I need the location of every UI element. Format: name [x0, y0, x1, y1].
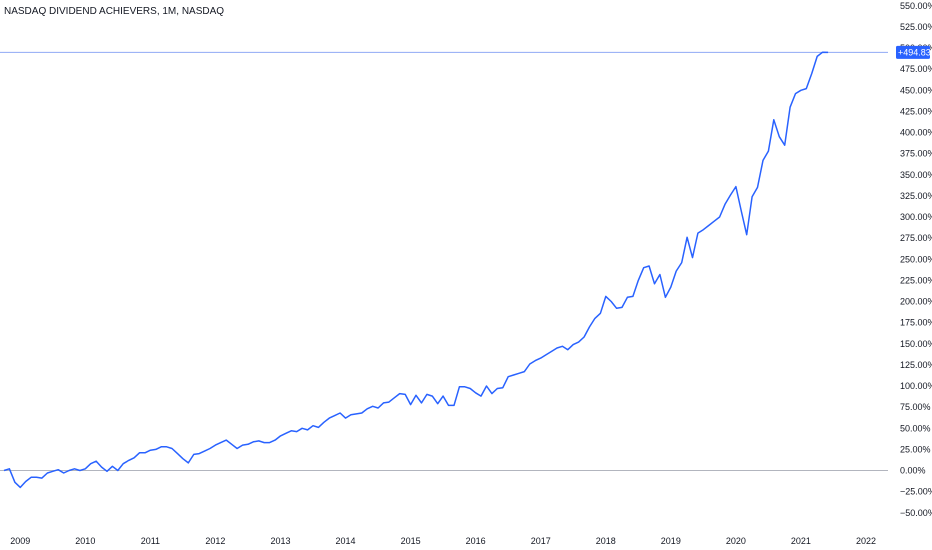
- series-line[interactable]: [3, 51, 829, 489]
- x-tick-label: 2012: [205, 536, 225, 546]
- x-tick-label: 2020: [726, 536, 746, 546]
- x-tick-label: 2021: [791, 536, 811, 546]
- last-value-badge-bg: [896, 45, 930, 59]
- y-tick-label: 450.00%: [900, 85, 932, 95]
- x-tick-label: 2009: [10, 536, 30, 546]
- x-tick-label: 2015: [401, 536, 421, 546]
- x-tick-label: 2011: [141, 536, 160, 546]
- y-tick-label: 400.00%: [900, 128, 932, 138]
- y-tick-label: 300.00%: [900, 212, 932, 222]
- y-tick-label: 425.00%: [900, 106, 932, 116]
- x-tick-label: 2010: [75, 536, 95, 546]
- y-tick-label: 350.00%: [900, 170, 932, 180]
- x-tick-label: 2017: [531, 536, 551, 546]
- y-tick-label: 150.00%: [900, 339, 932, 349]
- y-tick-label: 250.00%: [900, 254, 932, 264]
- x-tick-label: 2014: [336, 536, 356, 546]
- y-tick-label: 100.00%: [900, 381, 932, 391]
- y-tick-label: 550.00%: [900, 1, 932, 11]
- last-value-badge: +494.83%: [896, 45, 932, 59]
- x-tick-label: 2013: [270, 536, 290, 546]
- y-tick-label: 50.00%: [900, 423, 931, 433]
- y-tick-label: 325.00%: [900, 191, 932, 201]
- y-tick-label: 200.00%: [900, 297, 932, 307]
- chart-title: NASDAQ DIVIDEND ACHIEVERS, 1M, NASDAQ: [4, 6, 225, 17]
- y-tick-label: 275.00%: [900, 233, 932, 243]
- y-tick-label: 375.00%: [900, 149, 932, 159]
- y-axis: 550.00%525.00%500.00%475.00%450.00%425.0…: [900, 1, 932, 518]
- y-tick-label: 75.00%: [900, 402, 931, 412]
- last-value-label: +494.83%: [898, 47, 932, 57]
- y-tick-label: 525.00%: [900, 22, 932, 32]
- y-tick-label: 175.00%: [900, 318, 932, 328]
- y-tick-label: 125.00%: [900, 360, 932, 370]
- y-tick-label: −25.00%: [900, 487, 932, 497]
- x-tick-label: 2019: [661, 536, 681, 546]
- y-tick-label: 0.00%: [900, 466, 926, 476]
- y-tick-label: 225.00%: [900, 275, 932, 285]
- x-tick-label: 2016: [466, 536, 486, 546]
- y-tick-label: −50.00%: [900, 508, 932, 518]
- y-tick-label: 475.00%: [900, 64, 932, 74]
- x-tick-label: 2022: [856, 536, 876, 546]
- x-tick-label: 2018: [596, 536, 616, 546]
- y-tick-label: 25.00%: [900, 444, 931, 454]
- x-axis: 2009 2010 2011 2012 2013 2014 2015 2016 2017 2018…: [10, 536, 876, 546]
